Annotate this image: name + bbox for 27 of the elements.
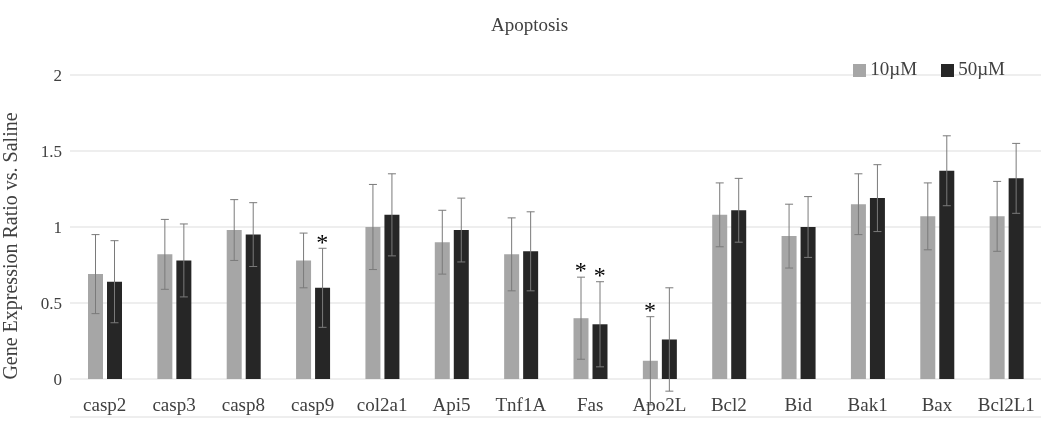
x-tick-label: casp3 (152, 394, 196, 415)
x-tick-label: Bcl2L1 (977, 394, 1035, 415)
x-tick-label: Bcl2 (710, 394, 747, 415)
y-axis-title: Gene Expression Ratio vs. Saline (0, 112, 23, 380)
y-tick-label: 1 (53, 218, 62, 238)
annotation: * (574, 257, 587, 284)
x-tick-label: Fas (576, 394, 604, 415)
x-tick-label: casp8 (221, 394, 266, 415)
x-tick-label: Bak1 (847, 394, 888, 415)
legend-label: 50µM (958, 58, 1005, 79)
x-tick-label: casp2 (83, 394, 127, 415)
y-tick-label: 2 (53, 66, 62, 86)
y-tick-label: 0 (53, 370, 62, 390)
legend-label: 10µM (870, 58, 918, 79)
y-tick-label: 1.5 (40, 142, 62, 162)
x-tick-label: Tnf1A (495, 394, 547, 415)
x-tick-label: Api5 (432, 394, 471, 415)
x-tick-label: Bax (921, 394, 953, 415)
x-tick-label: Bid (784, 394, 813, 415)
annotation: * (644, 296, 657, 323)
chart-title: Apoptosis (489, 14, 570, 36)
x-tick-label: casp9 (291, 394, 335, 415)
annotation: * (593, 261, 606, 288)
x-tick-label: Apo2L (632, 394, 687, 415)
x-tick-label: col2a1 (356, 394, 408, 415)
annotation: * (316, 228, 329, 255)
y-tick-label: 0.5 (40, 294, 62, 314)
